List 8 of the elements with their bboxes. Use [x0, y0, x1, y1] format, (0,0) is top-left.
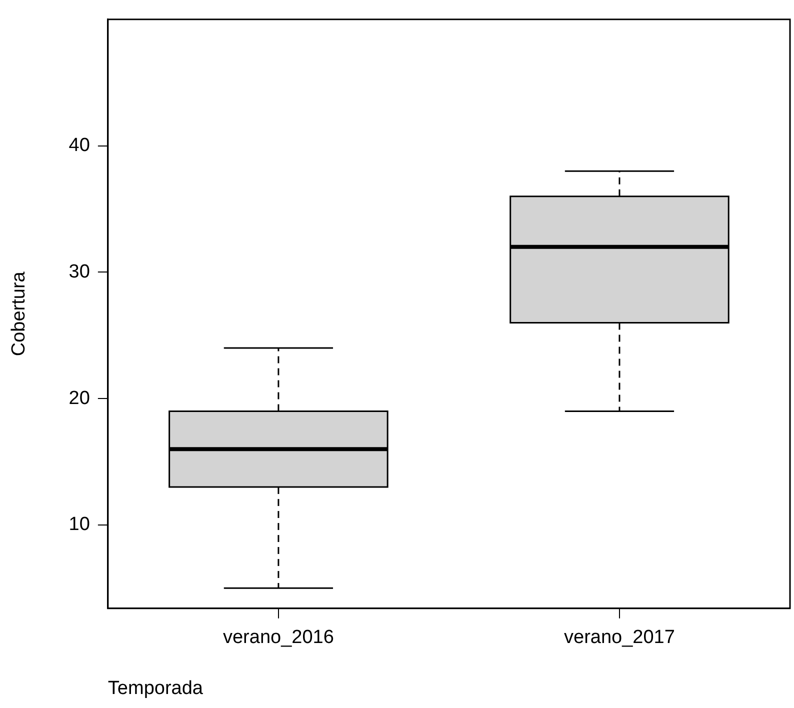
y-tick-label: 20: [68, 388, 90, 409]
y-axis-title: Cobertura: [8, 271, 30, 356]
y-tick-label: 40: [68, 135, 90, 156]
x-axis-title: Temporada: [108, 678, 204, 699]
y-tick-label: 30: [68, 261, 90, 282]
x-tick-label: verano_2016: [222, 627, 334, 648]
y-tick-label: 10: [68, 514, 90, 536]
x-tick-label: verano_2017: [564, 627, 675, 648]
